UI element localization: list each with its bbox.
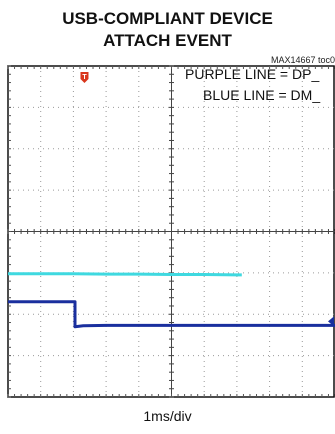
channel-marker-icon [328, 316, 334, 327]
trigger-marker-icon [80, 72, 89, 83]
trace-dp [8, 272, 242, 277]
legend-line-dm: BLUE LINE = DM_ [203, 87, 321, 103]
timebase-label: 1ms/div [143, 408, 192, 424]
trigger-marker-label: T [82, 74, 87, 81]
chart-title-line1: USB-COMPLIANT DEVICE [62, 9, 273, 28]
trace-dm [8, 300, 335, 329]
chart-title-line2: ATTACH EVENT [103, 31, 232, 50]
chart-title: USB-COMPLIANT DEVICE ATTACH EVENT [0, 8, 335, 52]
figure-id: MAX14667 toc0 [270, 55, 335, 65]
legend-line-dp: PURPLE LINE = DP_ [185, 66, 320, 82]
